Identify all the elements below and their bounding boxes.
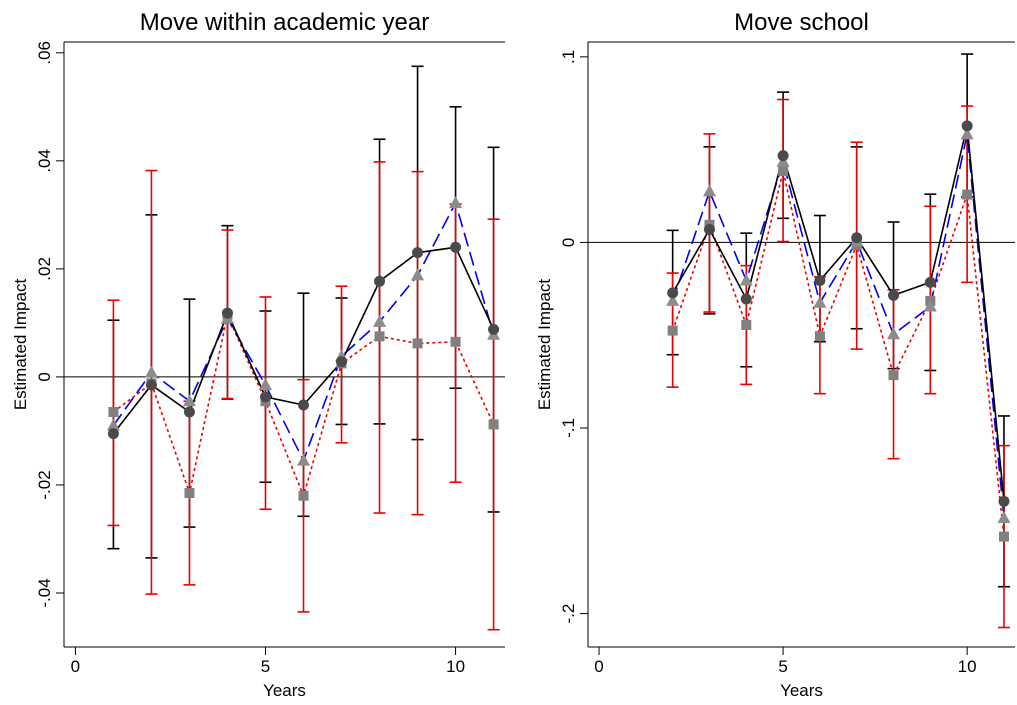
y-tick-label: 0 <box>559 238 578 247</box>
x-axis-label: Years <box>780 681 823 700</box>
chart-panel-move-within-academic-year: Move within academic year Years Estimated … <box>11 9 505 700</box>
point-circle <box>412 247 424 259</box>
point-triangle <box>960 127 974 140</box>
point-square <box>488 419 499 430</box>
chart-title: Move school <box>734 9 869 36</box>
point-circle <box>814 274 826 286</box>
point-triangle <box>373 314 387 327</box>
y-tick-label: .02 <box>35 257 54 281</box>
y-tick-label: .06 <box>35 41 54 65</box>
point-triangle <box>813 295 827 308</box>
point-triangle <box>666 293 680 306</box>
point-circle <box>961 120 973 132</box>
point-circle <box>703 223 715 235</box>
x-axis-label: Years <box>263 681 306 700</box>
point-circle <box>740 293 752 305</box>
point-square <box>962 189 973 200</box>
point-triangle <box>411 268 425 281</box>
point-triangle <box>182 394 196 407</box>
point-square <box>184 488 195 499</box>
point-circle <box>888 289 900 301</box>
point-circle <box>336 356 348 368</box>
y-tick-label: -.04 <box>35 578 54 607</box>
point-square <box>888 370 899 381</box>
x-tick-label: 0 <box>71 657 80 676</box>
y-tick-label: -.1 <box>559 418 578 438</box>
x-tick-label: 5 <box>778 657 787 676</box>
point-square <box>298 490 309 501</box>
y-tick-label: -.2 <box>559 604 578 624</box>
point-circle <box>145 379 157 391</box>
point-square <box>450 336 461 347</box>
point-triangle <box>106 418 120 431</box>
x-tick-label: 10 <box>958 657 977 676</box>
point-triangle <box>258 378 272 391</box>
point-square <box>374 331 385 342</box>
point-circle <box>924 276 936 288</box>
series-line-dashed <box>671 134 1005 519</box>
point-square <box>814 331 825 342</box>
y-axis-label: Estimated Impact <box>11 279 30 411</box>
y-tick-label: 0 <box>35 372 54 381</box>
point-triangle <box>144 365 158 378</box>
point-triangle <box>297 453 311 466</box>
point-triangle <box>702 184 716 197</box>
y-tick-label: .1 <box>559 50 578 64</box>
x-tick-label: 5 <box>261 657 270 676</box>
point-square <box>998 531 1009 542</box>
point-square <box>108 407 119 418</box>
point-circle <box>488 323 500 335</box>
point-square <box>412 338 423 349</box>
point-triangle <box>739 273 753 286</box>
point-triangle <box>997 511 1011 524</box>
series-line-dotted <box>671 170 1005 537</box>
point-triangle <box>923 299 937 312</box>
point-circle <box>221 307 233 319</box>
point-circle <box>998 495 1010 507</box>
point-triangle <box>449 195 463 208</box>
point-circle <box>851 232 863 244</box>
point-square <box>741 320 752 331</box>
point-circle <box>450 241 462 253</box>
point-circle <box>777 150 789 162</box>
point-square <box>667 325 678 336</box>
chart-title: Move within academic year <box>140 9 429 36</box>
y-tick-label: .04 <box>35 149 54 173</box>
x-tick-label: 0 <box>594 657 603 676</box>
point-circle <box>298 399 310 411</box>
point-circle <box>259 391 271 403</box>
point-circle <box>374 275 386 287</box>
y-tick-label: -.02 <box>35 470 54 499</box>
x-tick-label: 10 <box>446 657 465 676</box>
point-triangle <box>887 327 901 340</box>
series-line-solid <box>672 125 1005 502</box>
point-circle <box>667 287 679 299</box>
chart-panel-move-school: Move school Years Estimated Impact -.2 -.1 0.… <box>535 9 1015 700</box>
point-circle <box>183 406 195 418</box>
y-axis-label: Estimated Impact <box>535 279 554 411</box>
point-circle <box>107 428 119 440</box>
point-square <box>778 165 789 176</box>
